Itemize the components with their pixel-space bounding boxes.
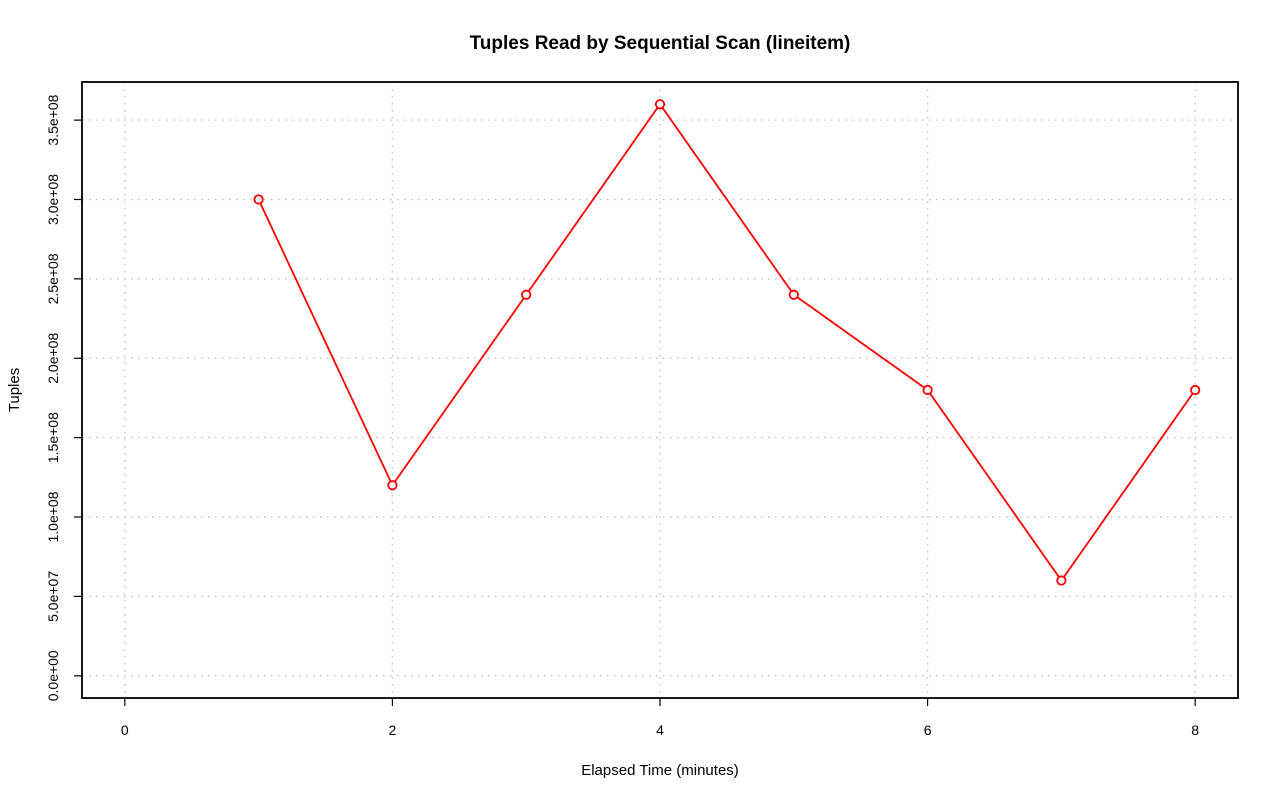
data-point xyxy=(1190,384,1201,396)
x-tick-label: 6 xyxy=(924,722,932,738)
data-point xyxy=(788,289,799,300)
y-tick-label: 3.5e+08 xyxy=(45,94,61,145)
series-line xyxy=(257,102,1196,583)
y-tick-label: 1.0e+08 xyxy=(45,491,61,542)
y-tick-label: 1.5e+08 xyxy=(45,412,61,463)
x-tick-label: 2 xyxy=(389,722,397,738)
data-point xyxy=(253,194,264,205)
x-axis-label: Elapsed Time (minutes) xyxy=(581,762,739,779)
y-tick-label: 2.5e+08 xyxy=(45,253,61,304)
x-tick-label: 8 xyxy=(1191,722,1199,738)
data-point xyxy=(387,480,398,491)
chart-title: Tuples Read by Sequential Scan (lineitem… xyxy=(470,33,851,54)
x-tick-label: 4 xyxy=(656,722,664,738)
series-layer xyxy=(253,99,1201,586)
x-axis: 0 2 4 6 8 xyxy=(121,698,1199,738)
grid xyxy=(82,82,1238,698)
data-point xyxy=(521,289,532,300)
y-axis: 0.0e+00 5.0e+07 1.0e+08 1.5e+08 2.0e+08 2.5e+… xyxy=(45,94,82,701)
y-axis-label: Tuples xyxy=(6,368,23,412)
data-point xyxy=(922,384,933,396)
data-point xyxy=(654,99,666,110)
x-tick-label: 0 xyxy=(121,722,129,738)
y-tick-label: 0.0e+00 xyxy=(45,650,61,701)
y-tick-label: 2.0e+08 xyxy=(45,333,61,384)
data-point xyxy=(1056,575,1067,586)
y-tick-label: 5.0e+07 xyxy=(45,571,61,622)
y-tick-label: 3.0e+08 xyxy=(45,174,61,225)
